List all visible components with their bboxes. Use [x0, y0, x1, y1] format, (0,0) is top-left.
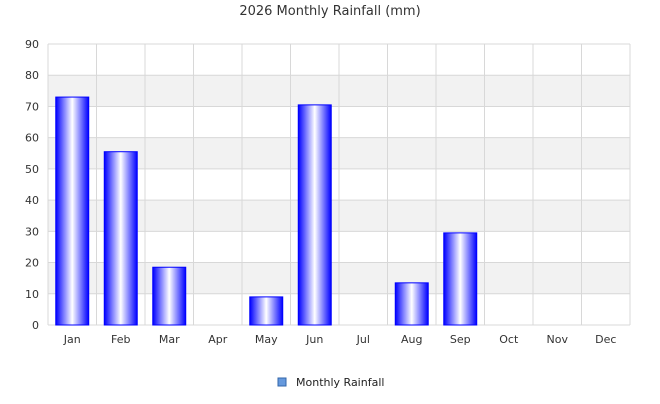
x-tick-label: Jun [305, 333, 323, 346]
y-tick-label: 10 [25, 288, 39, 301]
bar [443, 232, 478, 326]
x-tick-label: Oct [499, 333, 519, 346]
y-tick-label: 50 [25, 163, 39, 176]
bar [394, 282, 429, 326]
x-tick-label: Nov [547, 333, 569, 346]
y-tick-label: 90 [25, 38, 39, 51]
legend-swatch [277, 377, 287, 387]
x-tick-label: Sep [450, 333, 471, 346]
y-tick-label: 60 [25, 132, 39, 145]
y-axis-tick-labels: 0 10 20 30 40 50 60 70 80 90 [25, 38, 39, 332]
bar [152, 266, 187, 326]
legend-label: Monthly Rainfall [296, 376, 384, 389]
x-tick-label: Aug [401, 333, 422, 346]
bars [55, 96, 478, 326]
legend[interactable]: Monthly Rainfall [277, 376, 384, 389]
y-tick-label: 0 [32, 319, 39, 332]
x-tick-label: May [255, 333, 278, 346]
x-tick-label: Jan [63, 333, 81, 346]
bar [55, 96, 90, 326]
y-tick-label: 40 [25, 194, 39, 207]
x-axis-tick-labels: Jan Feb Mar Apr May Jun Jul Aug Sep Oct Nov Dec [63, 333, 617, 346]
x-tick-label: Feb [111, 333, 130, 346]
y-tick-label: 20 [25, 257, 39, 270]
y-tick-label: 70 [25, 100, 39, 113]
x-tick-label: Jul [356, 333, 370, 346]
bar [249, 296, 284, 326]
bar [297, 104, 332, 326]
chart-title: 2026 Monthly Rainfall (mm) [239, 4, 420, 19]
bar [103, 151, 138, 326]
y-tick-label: 80 [25, 69, 39, 82]
x-tick-label: Dec [595, 333, 616, 346]
x-tick-label: Mar [159, 333, 180, 346]
y-tick-label: 30 [25, 225, 39, 238]
grid-lines [47, 43, 631, 326]
x-tick-label: Apr [208, 333, 228, 346]
